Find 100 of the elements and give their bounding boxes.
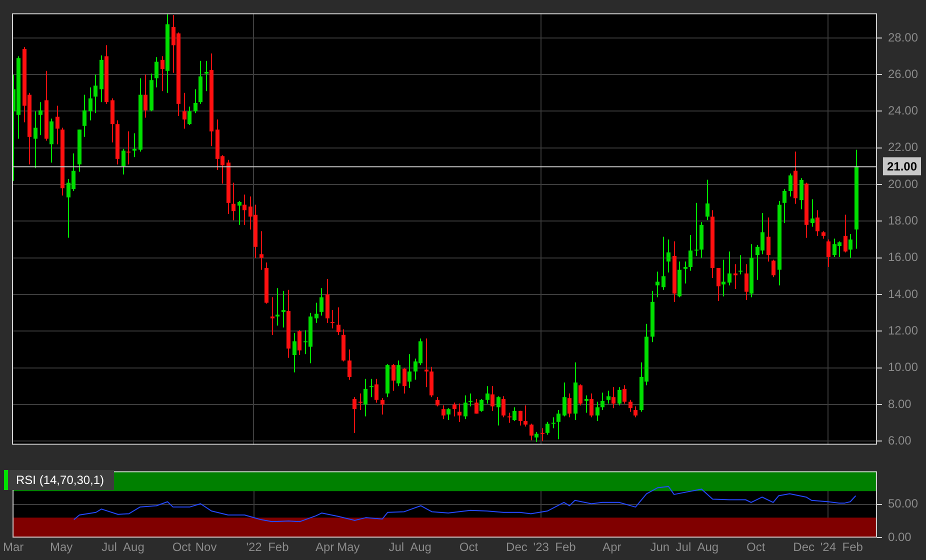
x-tick-label: Jul xyxy=(388,540,404,554)
x-tick-label: Feb xyxy=(842,540,864,554)
candlestick xyxy=(618,386,622,406)
y-tick-label: 28.00 xyxy=(888,30,918,44)
candlestick xyxy=(552,416,556,429)
candlestick xyxy=(122,148,126,175)
candlestick xyxy=(772,259,776,278)
candlestick xyxy=(518,410,522,426)
candlestick xyxy=(336,306,340,336)
x-tick-label: '23 xyxy=(533,540,550,554)
candlestick xyxy=(844,214,848,253)
candlestick xyxy=(546,421,550,436)
candlestick xyxy=(452,402,456,417)
y-tick-label: 10.00 xyxy=(888,360,918,374)
candlestick xyxy=(374,378,378,404)
candlestick xyxy=(826,239,830,268)
candlestick xyxy=(38,102,42,136)
candlestick xyxy=(88,86,92,121)
y-tick-label: 6.00 xyxy=(888,433,912,448)
candlestick xyxy=(270,296,274,336)
candlestick xyxy=(50,118,54,164)
candlestick xyxy=(480,398,484,412)
candlestick xyxy=(722,259,726,297)
y-tick-label: 12.00 xyxy=(888,323,918,338)
x-tick-label: Oct xyxy=(746,540,766,554)
x-tick-label: '22 xyxy=(246,540,262,554)
candlestick xyxy=(424,338,428,388)
x-tick-label: Dec xyxy=(793,540,814,554)
candlestick xyxy=(622,384,626,404)
candlestick xyxy=(788,173,792,197)
candlestick xyxy=(282,290,286,328)
candlestick xyxy=(182,92,186,130)
candlestick xyxy=(56,105,60,145)
candlestick xyxy=(442,404,446,420)
x-tick-label: Apr xyxy=(315,540,334,554)
ref-line-label: 21.00 xyxy=(886,160,918,174)
candlestick xyxy=(578,384,582,406)
candlestick xyxy=(782,188,786,224)
candlestick xyxy=(446,408,450,421)
candlestick xyxy=(634,406,638,418)
y-tick-label: 16.00 xyxy=(888,250,918,264)
candlestick xyxy=(662,236,666,290)
y-tick-label: 50.00 xyxy=(888,496,918,511)
x-tick-label: '24 xyxy=(820,540,836,554)
candlestick xyxy=(508,412,512,424)
candlestick xyxy=(260,230,264,270)
candlestick xyxy=(584,394,588,414)
candlestick xyxy=(656,271,660,298)
candlestick xyxy=(232,182,236,221)
candlestick xyxy=(816,210,820,236)
candlestick xyxy=(738,254,742,275)
x-tick-label: Dec xyxy=(506,540,528,554)
candlestick xyxy=(688,234,692,272)
y-tick-label: 14.00 xyxy=(888,286,918,301)
candlestick xyxy=(94,74,98,114)
candlestick xyxy=(534,431,538,443)
candlestick xyxy=(800,178,804,210)
candlestick xyxy=(320,288,324,316)
candlestick xyxy=(238,200,242,226)
x-tick-label: Feb xyxy=(268,540,290,554)
x-tick-label: Jun xyxy=(650,540,670,554)
candlestick xyxy=(684,261,688,284)
candlestick xyxy=(568,392,572,418)
candlestick xyxy=(694,202,698,257)
candlestick xyxy=(600,392,604,410)
candlestick xyxy=(596,401,600,422)
y-tick-label: 0.00 xyxy=(888,530,912,544)
candlestick xyxy=(734,264,738,290)
candlestick xyxy=(590,392,594,418)
candlestick xyxy=(188,106,192,126)
candlestick xyxy=(364,378,368,417)
candlestick xyxy=(396,360,400,387)
candlestick xyxy=(556,409,560,440)
candlestick xyxy=(326,278,330,324)
candlestick xyxy=(330,310,334,329)
candlestick xyxy=(744,264,748,301)
candlestick xyxy=(716,267,720,302)
candlestick xyxy=(562,382,566,417)
x-tick-label: Oct xyxy=(459,540,479,554)
x-tick-label: Aug xyxy=(123,540,144,554)
x-tick-label: Aug xyxy=(697,540,719,554)
candlestick xyxy=(348,349,352,380)
candlestick xyxy=(82,94,86,138)
candlestick xyxy=(766,217,770,262)
candlestick xyxy=(628,399,632,412)
candlestick xyxy=(380,398,384,416)
candlestick xyxy=(34,110,38,169)
candlestick xyxy=(154,56,158,88)
candlestick xyxy=(436,396,440,407)
candlestick xyxy=(666,239,670,274)
candlestick xyxy=(530,423,534,441)
candlestick xyxy=(292,332,296,373)
y-tick-label: 18.00 xyxy=(888,214,918,228)
candlestick xyxy=(242,194,246,226)
candlestick xyxy=(496,396,500,426)
x-tick-label: Feb xyxy=(555,540,576,554)
candlestick xyxy=(512,406,516,422)
candlestick xyxy=(370,378,374,398)
candlestick xyxy=(358,392,362,410)
y-tick-label: 20.00 xyxy=(888,176,918,191)
